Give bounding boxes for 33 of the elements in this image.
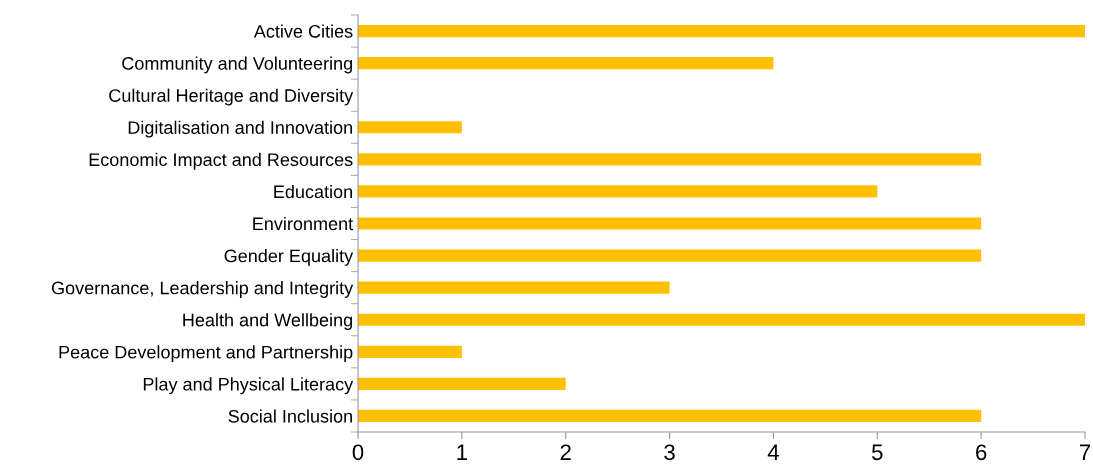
bar bbox=[358, 377, 566, 390]
y-tick-label: Social Inclusion bbox=[228, 409, 352, 423]
bar bbox=[358, 121, 462, 134]
x-tick-label: 2 bbox=[560, 444, 571, 460]
y-tick-label: Active Cities bbox=[253, 24, 353, 38]
bar bbox=[358, 24, 1085, 38]
x-tick-label: 0 bbox=[352, 444, 364, 461]
x-tick-label: 3 bbox=[664, 444, 675, 461]
bar bbox=[358, 217, 982, 230]
bar bbox=[358, 57, 774, 70]
y-tick-label: Environment bbox=[253, 216, 354, 231]
x-tick-label: 6 bbox=[976, 444, 987, 461]
y-tick-label: Digitalisation and Innovation bbox=[128, 120, 352, 138]
bar bbox=[358, 249, 982, 262]
x-tick-label: 7 bbox=[1079, 444, 1091, 460]
bar bbox=[358, 153, 982, 166]
y-tick-label: Economic Impact and Resources bbox=[89, 152, 353, 170]
y-tick-label: Education bbox=[274, 184, 352, 199]
bar bbox=[358, 313, 1085, 326]
bar bbox=[358, 281, 670, 294]
y-tick-label: Governance, Leadership and Integrity bbox=[51, 281, 354, 298]
bar bbox=[358, 409, 982, 423]
bar bbox=[358, 185, 878, 198]
bar bbox=[358, 345, 462, 358]
x-tick-label: 5 bbox=[872, 444, 883, 461]
y-tick-label: Gender Equality bbox=[224, 249, 354, 266]
y-tick-label: Community and Volunteering bbox=[122, 56, 352, 74]
x-tick-label: 4 bbox=[767, 444, 779, 460]
y-tick-label: Play and Physical Literacy bbox=[143, 377, 354, 395]
y-tick-label: Cultural Heritage and Diversity bbox=[109, 88, 354, 106]
y-tick-label: Health and Wellbeing bbox=[183, 313, 352, 331]
x-tick-label: 1 bbox=[457, 444, 467, 460]
y-tick-label: Peace Development and Partnership bbox=[59, 345, 353, 363]
